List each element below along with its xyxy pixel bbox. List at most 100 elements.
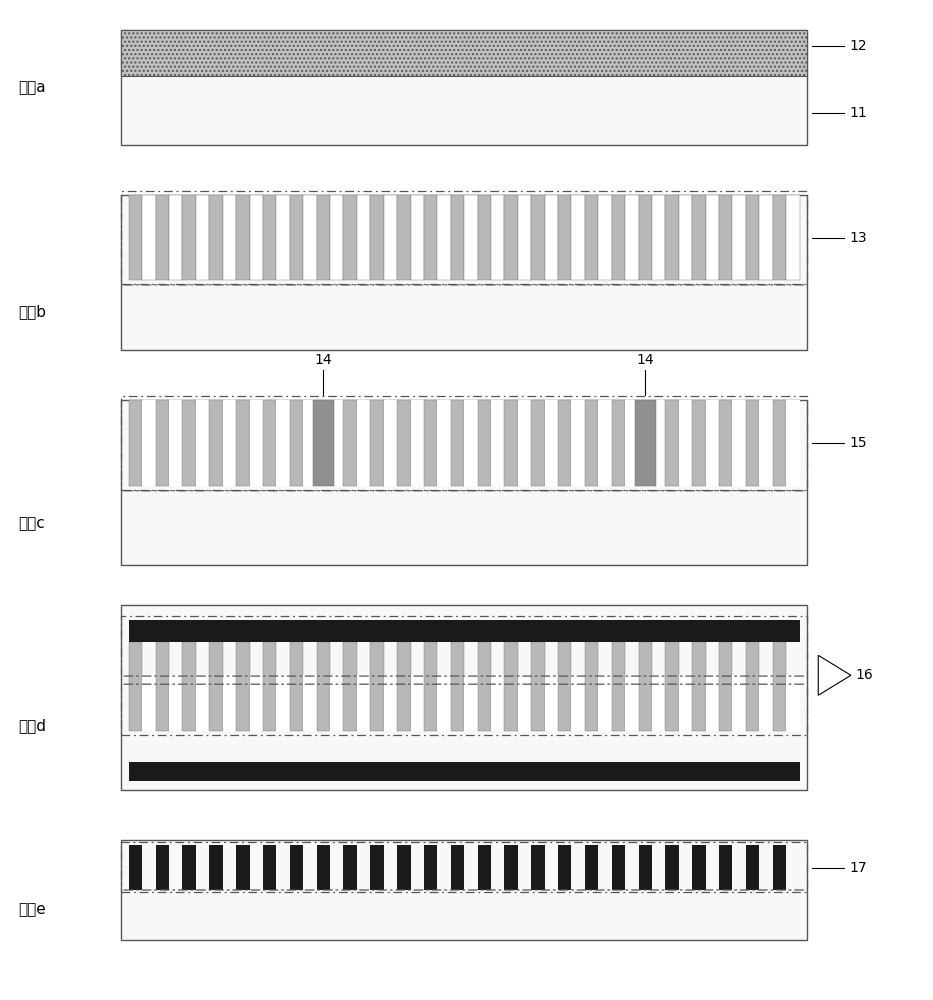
Bar <box>598 195 612 280</box>
Bar <box>330 195 343 280</box>
Bar <box>223 400 236 486</box>
Bar <box>276 675 290 731</box>
Bar <box>343 195 356 280</box>
Bar <box>491 195 505 280</box>
Bar <box>316 620 330 642</box>
Bar <box>424 845 438 890</box>
Bar <box>478 195 491 280</box>
Bar <box>491 400 505 486</box>
Bar <box>478 845 491 890</box>
Bar <box>745 642 759 731</box>
Bar <box>451 195 465 280</box>
Bar <box>558 845 572 890</box>
Bar <box>249 675 263 731</box>
Bar <box>121 842 807 892</box>
Bar <box>343 845 356 890</box>
Bar <box>638 195 652 280</box>
Bar <box>545 400 558 486</box>
Bar <box>316 845 330 890</box>
Bar <box>424 400 438 486</box>
Bar <box>129 620 142 642</box>
Bar <box>665 400 679 486</box>
Bar <box>370 195 383 280</box>
Bar <box>679 400 692 486</box>
Bar <box>303 620 316 642</box>
Bar <box>692 620 705 642</box>
Bar <box>705 620 719 642</box>
Bar <box>438 675 451 731</box>
Bar <box>719 400 732 486</box>
Bar <box>585 620 598 642</box>
Text: 17: 17 <box>849 860 867 874</box>
Bar <box>625 675 638 731</box>
Bar <box>169 195 183 280</box>
Bar <box>531 642 545 731</box>
Bar <box>773 195 787 280</box>
Bar <box>692 642 705 731</box>
Bar <box>665 620 679 642</box>
Bar <box>465 620 478 642</box>
Bar <box>558 642 572 731</box>
Bar <box>121 605 807 790</box>
Bar <box>705 195 719 280</box>
Bar <box>491 620 505 642</box>
Bar <box>692 400 705 486</box>
Bar <box>634 400 656 486</box>
Bar <box>531 620 545 642</box>
Bar <box>249 400 263 486</box>
Bar <box>156 195 169 280</box>
Bar <box>236 845 249 890</box>
Bar <box>478 642 491 731</box>
Bar <box>572 675 585 731</box>
Bar <box>424 642 438 731</box>
Bar <box>276 620 290 642</box>
Bar <box>356 620 370 642</box>
Bar <box>652 400 665 486</box>
Bar <box>121 396 807 490</box>
Bar <box>397 195 411 280</box>
Bar <box>465 195 478 280</box>
Text: 11: 11 <box>849 106 867 120</box>
Bar <box>787 400 800 486</box>
Bar <box>383 400 397 486</box>
Bar <box>209 845 223 890</box>
Bar <box>518 400 531 486</box>
Bar <box>438 195 451 280</box>
Text: 14: 14 <box>314 353 331 367</box>
Bar <box>129 195 142 280</box>
Bar <box>209 642 223 731</box>
Bar <box>183 620 196 642</box>
Text: 步驟c: 步驟c <box>19 516 46 531</box>
Bar <box>612 620 625 642</box>
Bar <box>129 400 142 486</box>
Bar <box>545 195 558 280</box>
Bar <box>719 195 732 280</box>
Text: 步驟a: 步驟a <box>19 80 47 95</box>
Bar <box>129 762 800 781</box>
Bar <box>383 675 397 731</box>
Bar <box>478 400 491 486</box>
Bar <box>397 642 411 731</box>
Bar <box>558 620 572 642</box>
Bar <box>263 620 276 642</box>
Bar <box>572 400 585 486</box>
Bar <box>370 400 383 486</box>
Bar <box>491 675 505 731</box>
Bar <box>121 400 807 565</box>
Bar <box>625 400 638 486</box>
Bar <box>330 400 343 486</box>
Bar <box>129 845 142 890</box>
Bar <box>303 675 316 731</box>
Bar <box>183 400 196 486</box>
Bar <box>249 620 263 642</box>
Bar <box>411 620 424 642</box>
Bar <box>598 675 612 731</box>
Text: 13: 13 <box>849 231 867 245</box>
Bar <box>343 400 356 486</box>
Polygon shape <box>818 655 851 695</box>
Bar <box>129 195 800 280</box>
Bar <box>787 620 800 642</box>
Bar <box>652 195 665 280</box>
Bar <box>665 195 679 280</box>
Bar <box>505 400 518 486</box>
